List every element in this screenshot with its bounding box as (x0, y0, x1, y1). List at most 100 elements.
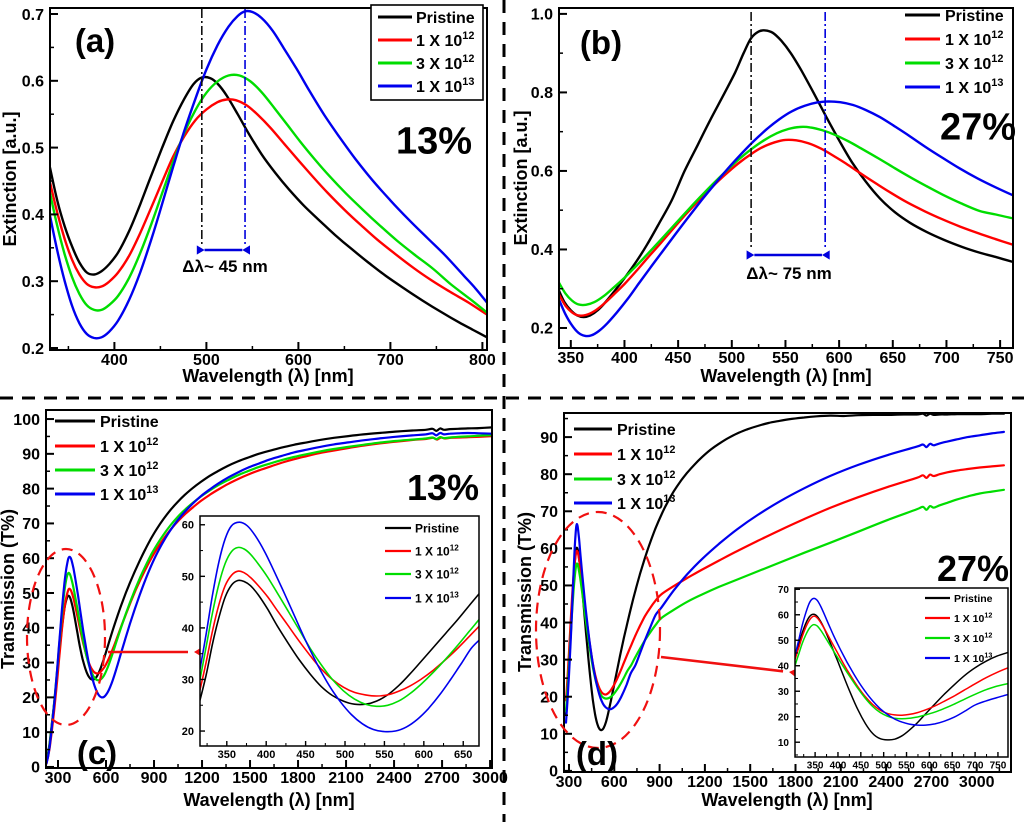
series-1-x-10-13-d (564, 430, 1005, 724)
y-tick-label: 50 (182, 571, 194, 583)
legend-label: 1 X 1012 (100, 436, 158, 456)
y-tick-label: 0.2 (22, 341, 44, 358)
y-tick-label: 40 (540, 615, 558, 632)
legend-label: 3 X 1012 (945, 53, 1003, 73)
y-tick-label: 80 (22, 481, 40, 498)
percent-label-b: 27% (940, 107, 1016, 149)
x-tick-label: 400 (101, 352, 128, 369)
y-tick-label: 70 (22, 516, 40, 533)
x-tick-label: 300 (556, 774, 583, 791)
legend-item-1-x-1013: 1 X 1013 (574, 493, 675, 513)
series-1-x-10-12-d-inset (795, 615, 1008, 716)
legend-item-3-x-1012: 3 X 1012 (55, 460, 158, 480)
legend-item-1-x-1012: 1 X 1012 (925, 611, 992, 625)
y-tick-label: 50 (778, 636, 790, 647)
legend-label: Pristine (100, 414, 159, 431)
inset-c: 350 400 450 500 550 600 650 20 30 40 50 60 Pristine 1… (182, 515, 480, 761)
y-tick-label: 10 (22, 725, 40, 742)
legend-item-3-x-1012: 3 X 1012 (905, 53, 1003, 73)
x-tick-label: 2700 (914, 774, 950, 791)
panel-letter-a: (a) (75, 22, 115, 59)
legend-item-1-x-1013: 1 X 1013 (385, 590, 459, 605)
arrowhead-right (822, 250, 830, 260)
plot-border-c (45, 409, 493, 769)
legend-label: 1 X 1012 (415, 543, 459, 558)
series-group-a (50, 9, 487, 340)
legend-label: Pristine (954, 593, 993, 605)
x-tick-label: 1800 (280, 770, 316, 787)
y-tick-label: 0.3 (22, 274, 44, 291)
x-tick-label: 1500 (732, 774, 768, 791)
legend-label: 1 X 1013 (617, 493, 675, 513)
x-axis-label-b: Wavelength (λ) [nm] (700, 366, 871, 386)
y-tick-label: 30 (182, 674, 194, 686)
x-tick-label: 600 (285, 352, 312, 369)
legend-label: 1 X 1013 (416, 76, 474, 96)
legend-item-1-x-1013: 1 X 1013 (55, 484, 158, 504)
y-tick-label: 0 (549, 764, 558, 781)
legend-item-3-x-1012: 3 X 1012 (378, 53, 474, 73)
y-tick-label: 50 (22, 586, 40, 603)
y-tick-label: 50 (540, 578, 558, 595)
legend-item-3-x-1012: 3 X 1012 (925, 631, 992, 645)
legend-label: 1 X 1012 (416, 30, 474, 50)
x-tick-label: 3000 (959, 774, 995, 791)
delta-lambda-label-b: Δλ~ 75 nm (746, 264, 831, 283)
series-1-x-10-12-d (564, 464, 1005, 702)
percent-label-c: 13% (407, 467, 479, 508)
x-tick-label: 2400 (376, 770, 412, 787)
plot-border-a (49, 7, 488, 351)
y-tick-label: 0.8 (531, 85, 553, 102)
series-1-x-10-13-b (559, 100, 1013, 338)
legend-item-1-x-1012: 1 X 1012 (385, 543, 459, 558)
y-tick-label: 20 (182, 726, 194, 738)
legend-item-1-x-1013: 1 X 1013 (925, 651, 992, 665)
plot-area-c-inset (200, 516, 479, 746)
x-tick-label: 500 (875, 761, 892, 772)
legend-label: 1 X 1012 (617, 444, 675, 464)
y-tick-label: 0 (31, 760, 40, 777)
legend-item-3-x-1012: 3 X 1012 (385, 566, 459, 581)
legend-item-pristine: Pristine (925, 593, 993, 605)
legend-label: 3 X 1012 (416, 53, 474, 73)
plot-border-d (563, 412, 1012, 773)
y-tick-label: 40 (778, 661, 790, 672)
legend-a: Pristine 1 X 1012 3 X 1012 1 X 1013 (370, 4, 484, 101)
legend-c-inset: Pristine 1 X 1012 3 X 1012 1 X 1013 (385, 521, 459, 605)
x-tick-label: 900 (141, 770, 168, 787)
y-tick-label: 1.0 (531, 7, 553, 24)
y-tick-label: 40 (22, 621, 40, 638)
legend-item-pristine: Pristine (378, 10, 475, 27)
legend-item-1-x-1013: 1 X 1013 (905, 77, 1003, 97)
x-tick-label: 600 (601, 774, 628, 791)
legend-item-1-x-1012: 1 X 1012 (55, 436, 158, 456)
series-3-x-10-12-a (50, 73, 487, 314)
x-tick-label: 300 (45, 770, 72, 787)
x-tick-label: 1200 (184, 770, 220, 787)
x-tick-label: 650 (879, 350, 906, 367)
x-tick-label: 400 (830, 761, 847, 772)
y-tick-label: 10 (778, 738, 790, 749)
x-tick-label: 1200 (687, 774, 723, 791)
series-group-c-inset (200, 521, 479, 733)
series-pristine-d-inset (795, 613, 1008, 741)
arrowhead-left (196, 245, 205, 255)
x-tick-label: 2400 (868, 774, 904, 791)
x-tick-label: 3000 (472, 770, 508, 787)
legend-d-inset: Pristine 1 X 1012 3 X 1012 1 X 1013 (925, 593, 993, 665)
y-tick-label: 0.6 (531, 164, 553, 181)
x-tick-label: 550 (898, 761, 915, 772)
y-tick-label: 0.4 (531, 242, 553, 259)
legend-label: 1 X 1013 (945, 77, 1003, 97)
legend-label: 1 X 1012 (954, 611, 992, 624)
legend-label: 3 X 1012 (954, 631, 992, 644)
y-axis-label-d: Transmission (T%) (515, 512, 535, 672)
series-1-x-10-13-a (50, 9, 487, 340)
legend-label: 1 X 1013 (415, 590, 459, 605)
series-group-d (564, 413, 1005, 732)
x-tick-label: 450 (296, 749, 314, 761)
x-tick-label: 700 (967, 761, 984, 772)
legend-label: 3 X 1012 (100, 460, 158, 480)
legend-item-pristine: Pristine (55, 414, 159, 431)
x-tick-label: 700 (933, 350, 960, 367)
